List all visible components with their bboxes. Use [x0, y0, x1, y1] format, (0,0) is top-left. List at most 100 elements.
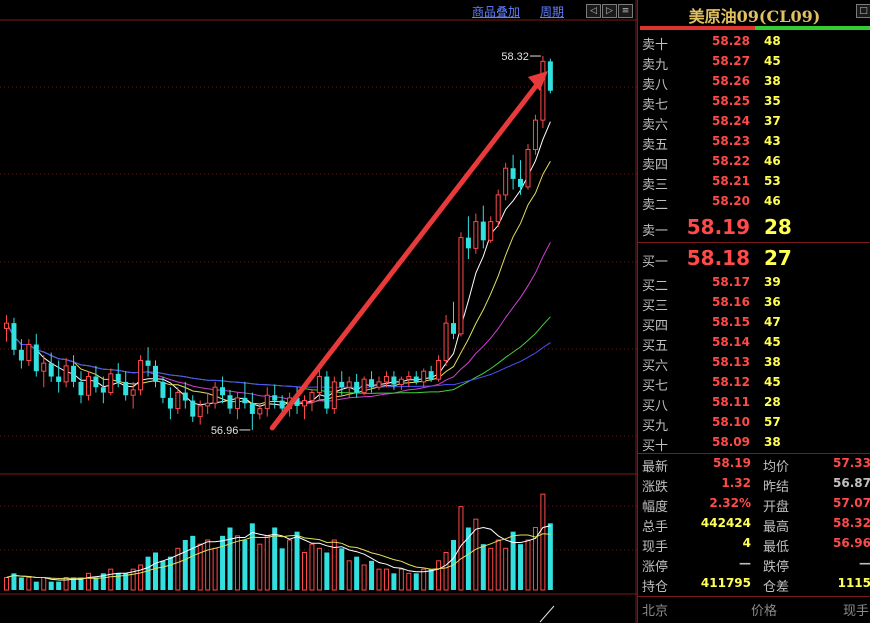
volume-bar	[212, 547, 218, 591]
asks-level-row[interactable]: 卖六 58.24 37	[638, 114, 870, 134]
bids-level-row[interactable]: 买六 58.13 38	[638, 355, 870, 375]
candle-body	[138, 360, 144, 391]
volume-bar	[413, 573, 419, 590]
stat-value: 56.87	[833, 476, 870, 490]
bids-level-price: 58.15	[712, 315, 750, 329]
asks-level-row[interactable]: 卖三 58.21 53	[638, 174, 870, 194]
asks-level-price: 58.23	[712, 134, 750, 148]
window-icon[interactable]: □	[856, 4, 870, 18]
candle-body	[339, 381, 345, 388]
bids-level-label: 买四	[642, 319, 669, 334]
stat-label: 开盘	[763, 500, 790, 515]
bids-level-volume: 27	[764, 246, 792, 270]
stats-divider	[638, 453, 870, 454]
prev-arrow-icon[interactable]: ◁	[586, 4, 601, 18]
bids-level-row[interactable]: 买五 58.14 45	[638, 335, 870, 355]
candle-body	[428, 371, 434, 380]
volume-bar	[272, 527, 278, 590]
asks-level-price: 58.24	[712, 114, 750, 128]
asks-level-row[interactable]: 卖七 58.25 35	[638, 94, 870, 114]
trend-arrow-head	[527, 71, 548, 92]
bids-level-label: 买五	[642, 339, 669, 354]
bids-level-price: 58.09	[712, 435, 750, 449]
ma-line-5	[6, 121, 551, 407]
asks-level-row[interactable]: 卖九 58.27 45	[638, 54, 870, 74]
bids-level-row[interactable]: 买十 58.09 38	[638, 435, 870, 455]
candle-body	[473, 221, 479, 249]
asks-level-volume: 48	[764, 34, 781, 48]
menu-icon[interactable]: ≡	[618, 4, 633, 18]
bids-level-row[interactable]: 买一 58.18 27	[638, 246, 870, 273]
bids-level-price: 58.16	[712, 295, 750, 309]
stat-row: 最新 58.19 均价 57.33	[638, 456, 870, 476]
candle-body	[302, 400, 307, 407]
bids-level-row[interactable]: 买七 58.12 45	[638, 375, 870, 395]
volume-bar	[316, 547, 322, 591]
asks-level-row[interactable]: 卖五 58.23 43	[638, 134, 870, 154]
asks-level-price: 58.19	[686, 215, 750, 239]
bids-level-price: 58.18	[686, 246, 750, 270]
volume-bar	[71, 577, 77, 590]
asks-level-label: 卖九	[642, 58, 669, 73]
asks-level-row[interactable]: 卖二 58.20 46	[638, 194, 870, 214]
bids-level-label: 买八	[642, 399, 669, 414]
candle-body	[518, 178, 524, 187]
candle-body	[488, 221, 494, 241]
bids-level-row[interactable]: 买二 58.17 39	[638, 275, 870, 295]
candle-body	[540, 60, 546, 121]
asks-level-label: 卖六	[642, 118, 669, 133]
chart-area[interactable]: 58.32 56.96 商品叠加 周期 ◁ ▷ ≡	[0, 0, 637, 623]
asks-level-label: 卖一	[642, 224, 669, 239]
volume-bar	[175, 547, 181, 591]
stat-row: 幅度 2.32% 开盘 57.07	[638, 496, 870, 516]
bids-level-label: 买九	[642, 419, 669, 434]
candle-body	[63, 365, 69, 383]
indicator-line	[539, 605, 555, 623]
bids-level-row[interactable]: 买三 58.16 36	[638, 295, 870, 315]
bids-level-volume: 38	[764, 435, 781, 449]
candle-body	[182, 392, 188, 401]
footer-divider	[638, 596, 870, 597]
bids-level-volume: 39	[764, 275, 781, 289]
volume-bar	[339, 548, 345, 590]
stat-row: 涨跌 1.32 昨结 56.87	[638, 476, 870, 496]
volume-bar	[406, 572, 412, 591]
volume-bar	[324, 552, 330, 590]
volume-bar	[153, 552, 158, 590]
volume-bar	[85, 572, 91, 591]
candle-body	[421, 370, 427, 383]
period-button[interactable]: 周期	[540, 5, 565, 19]
bids-level-row[interactable]: 买四 58.15 47	[638, 315, 870, 335]
candle-body	[212, 386, 218, 404]
asks-level-row[interactable]: 卖十 58.28 48	[638, 34, 870, 54]
asks-level-row[interactable]: 卖八 58.26 38	[638, 74, 870, 94]
bids-level-label: 买七	[642, 379, 669, 394]
bids-level-row[interactable]: 买八 58.11 28	[638, 395, 870, 415]
candle-body	[532, 119, 538, 151]
bids-level-volume: 47	[764, 315, 781, 329]
asks-level-row[interactable]: 卖四 58.22 46	[638, 154, 870, 174]
volume-ma-10	[6, 533, 551, 580]
volume-bar	[242, 540, 248, 590]
candle-body	[71, 365, 77, 382]
candle-body	[361, 378, 367, 394]
candle-body	[100, 387, 106, 393]
candle-body	[26, 343, 32, 362]
volume-bar	[227, 527, 233, 590]
candle-body	[316, 376, 322, 394]
overlay-button[interactable]: 商品叠加	[472, 5, 521, 19]
candle-body	[495, 194, 501, 223]
candle-body	[346, 381, 352, 388]
candle-body	[153, 365, 158, 382]
volume-bar	[473, 518, 479, 591]
candle-body	[234, 397, 240, 410]
stat-value: 4	[742, 536, 751, 550]
next-arrow-icon[interactable]: ▷	[602, 4, 617, 18]
bids-level-price: 58.17	[712, 275, 750, 289]
bids-level-row[interactable]: 买九 58.10 57	[638, 415, 870, 435]
asks-level-row[interactable]: 卖一 58.19 28	[638, 215, 870, 242]
asks-level-label: 卖七	[642, 98, 669, 113]
volume-bar	[495, 539, 501, 591]
stat-label: 仓差	[763, 580, 790, 595]
candle-body	[458, 237, 464, 335]
